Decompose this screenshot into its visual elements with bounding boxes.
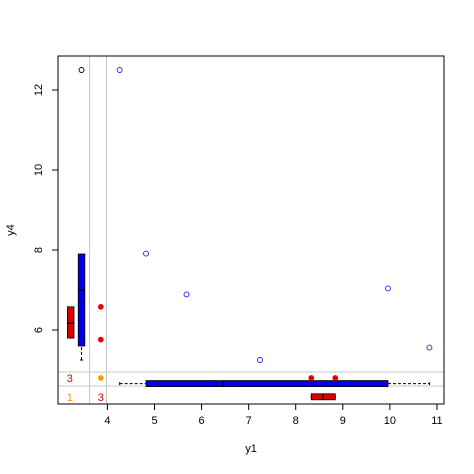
filled-point	[332, 375, 339, 381]
boxplot-box	[145, 380, 389, 388]
x-tick-label: 10	[384, 415, 396, 427]
y-tick-label: 8	[33, 247, 45, 253]
filled-point	[97, 303, 104, 310]
x-axis-title: y1	[245, 443, 257, 455]
x-tick-label: 5	[151, 415, 157, 427]
count-labels: 3 1 3	[67, 373, 104, 404]
axes: 4 5 6 7 8 9 10 11 6 8 10 12	[33, 84, 443, 427]
open-point	[78, 67, 85, 73]
open-point	[143, 250, 149, 257]
y-tick-label: 12	[33, 84, 45, 96]
y-axis-title: y4	[5, 224, 17, 236]
y-tick-label: 10	[33, 164, 45, 176]
count-label: 3	[67, 373, 73, 385]
x-tick-label: 9	[340, 415, 346, 427]
filled-point	[308, 375, 315, 381]
y-tick-label: 6	[33, 327, 45, 333]
filled-point	[97, 375, 104, 381]
count-label: 3	[98, 392, 104, 404]
open-point	[385, 285, 391, 292]
x-tick-label: 7	[246, 415, 252, 427]
x-tick-label: 4	[104, 415, 110, 427]
data-points	[78, 67, 433, 381]
open-point	[116, 67, 123, 73]
open-point	[256, 357, 263, 363]
boxplot-box	[77, 253, 86, 347]
open-point	[183, 291, 190, 298]
marginal-boxplots	[67, 253, 430, 401]
open-point	[426, 344, 433, 351]
filled-point	[97, 336, 104, 343]
x-tick-label: 6	[199, 415, 205, 427]
plot-frame	[57, 55, 445, 405]
divider-lines	[58, 56, 444, 404]
count-label: 1	[67, 392, 73, 404]
boxplot-box	[67, 306, 75, 339]
x-tick-label: 8	[293, 415, 299, 427]
x-tick-label: 11	[431, 415, 442, 427]
